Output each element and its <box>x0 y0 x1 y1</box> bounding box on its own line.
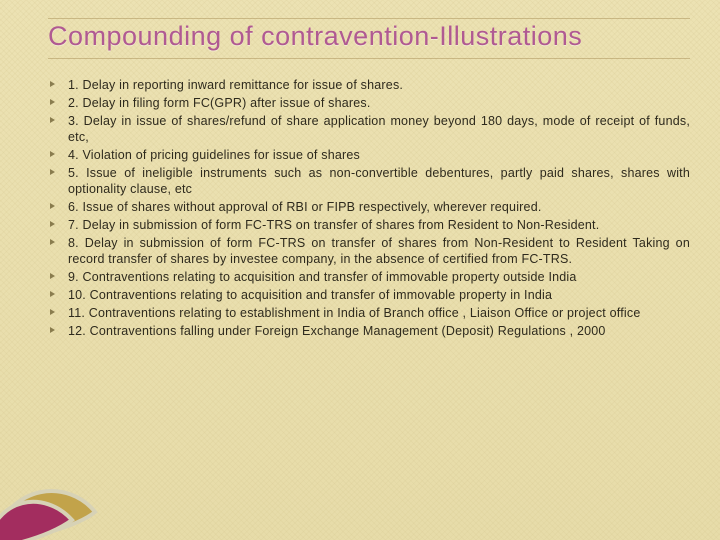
list-item: 4. Violation of pricing guidelines for i… <box>48 147 690 163</box>
leaf-icon <box>0 420 200 540</box>
slide-title: Compounding of contravention-Illustratio… <box>48 21 690 52</box>
list-item: 1. Delay in reporting inward remittance … <box>48 77 690 93</box>
slide-body: 1. Delay in reporting inward remittance … <box>48 77 690 339</box>
slide: Compounding of contravention-Illustratio… <box>0 0 720 540</box>
list-item: 12. Contraventions falling under Foreign… <box>48 323 690 339</box>
horizontal-rule <box>48 58 690 59</box>
decorative-corner <box>0 420 200 540</box>
list-item: 3. Delay in issue of shares/refund of sh… <box>48 113 690 145</box>
list-item: 8. Delay in submission of form FC-TRS on… <box>48 235 690 267</box>
horizontal-rule <box>48 18 690 19</box>
list-item: 11. Contraventions relating to establish… <box>48 305 690 321</box>
list-item: 9. Contraventions relating to acquisitio… <box>48 269 690 285</box>
list-item: 5. Issue of ineligible instruments such … <box>48 165 690 197</box>
list-item: 2. Delay in filing form FC(GPR) after is… <box>48 95 690 111</box>
list-item: 6. Issue of shares without approval of R… <box>48 199 690 215</box>
list-item: 10. Contraventions relating to acquisiti… <box>48 287 690 303</box>
list-item: 7. Delay in submission of form FC-TRS on… <box>48 217 690 233</box>
bullet-list: 1. Delay in reporting inward remittance … <box>48 77 690 339</box>
